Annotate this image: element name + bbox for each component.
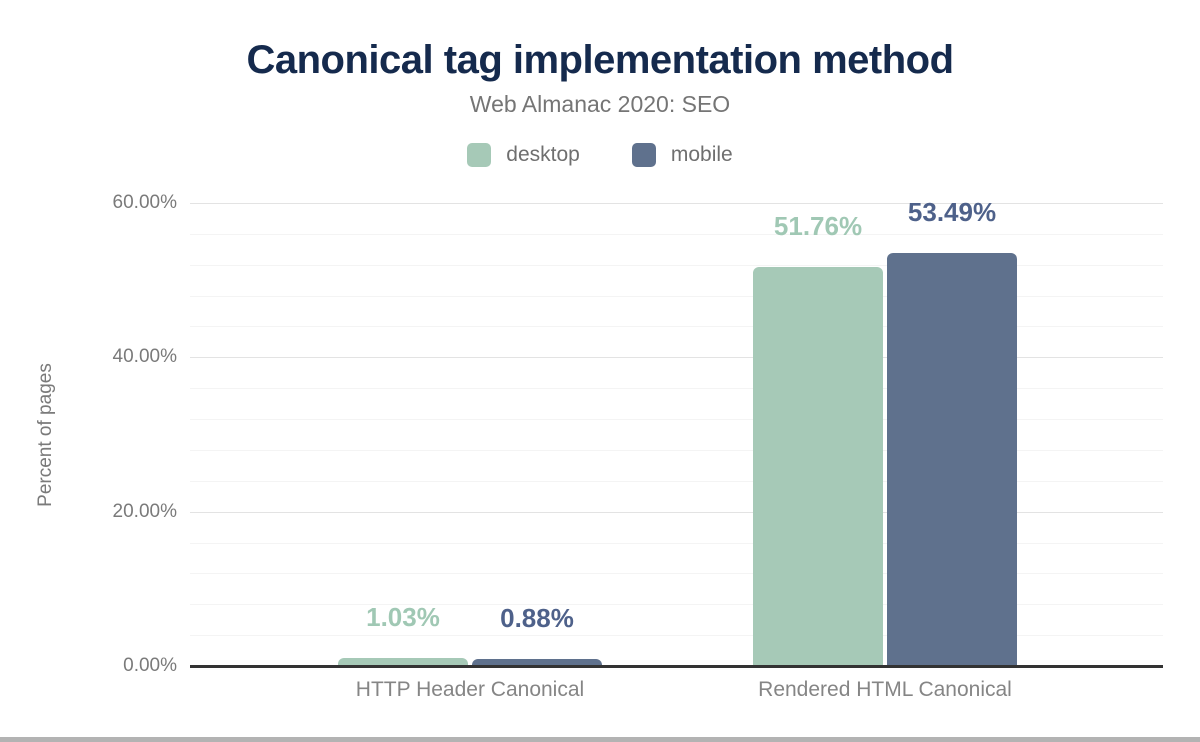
minor-gridline [190, 234, 1163, 235]
legend-label-mobile: mobile [670, 143, 733, 166]
chart-title: Canonical tag implementation method [246, 38, 954, 82]
legend-label-desktop: desktop [506, 143, 580, 166]
minor-gridline [190, 265, 1163, 266]
y-tick-label: 0.00% [123, 655, 177, 676]
x-category-label: Rendered HTML Canonical [758, 678, 1012, 701]
minor-gridline [190, 604, 1163, 605]
minor-gridline [190, 419, 1163, 420]
y-tick-label: 40.00% [112, 346, 177, 367]
chart-subtitle: Web Almanac 2020: SEO [469, 91, 731, 117]
x-category-label: HTTP Header Canonical [355, 678, 585, 701]
x-axis-line [190, 665, 1163, 668]
minor-gridline [190, 450, 1163, 451]
y-axis-title: Percent of pages [35, 363, 56, 507]
minor-gridline [190, 543, 1163, 544]
y-tick-label: 60.00% [112, 192, 177, 213]
value-label-desktop: 1.03% [366, 602, 440, 632]
minor-gridline [190, 573, 1163, 574]
bottom-border [0, 737, 1200, 742]
minor-gridline [190, 296, 1163, 297]
value-label-mobile: 53.49% [907, 197, 997, 227]
major-gridline [190, 512, 1163, 513]
minor-gridline [190, 388, 1163, 389]
legend-item-desktop: desktop [467, 143, 580, 167]
bar-desktop[interactable] [338, 658, 468, 666]
legend: desktop mobile [0, 141, 1200, 169]
legend-swatch-desktop [467, 143, 492, 167]
minor-gridline [190, 481, 1163, 482]
value-label-mobile: 0.88% [500, 603, 574, 633]
minor-gridline [190, 635, 1163, 636]
bar-mobile[interactable] [887, 253, 1017, 666]
legend-item-mobile: mobile [631, 143, 733, 167]
major-gridline [190, 203, 1163, 204]
bar-mobile[interactable] [472, 659, 602, 666]
bar-desktop[interactable] [753, 267, 883, 666]
major-gridline [190, 357, 1163, 358]
value-label-desktop: 51.76% [773, 211, 863, 241]
minor-gridline [190, 326, 1163, 327]
legend-swatch-mobile [631, 143, 656, 167]
y-tick-label: 20.00% [112, 501, 177, 522]
